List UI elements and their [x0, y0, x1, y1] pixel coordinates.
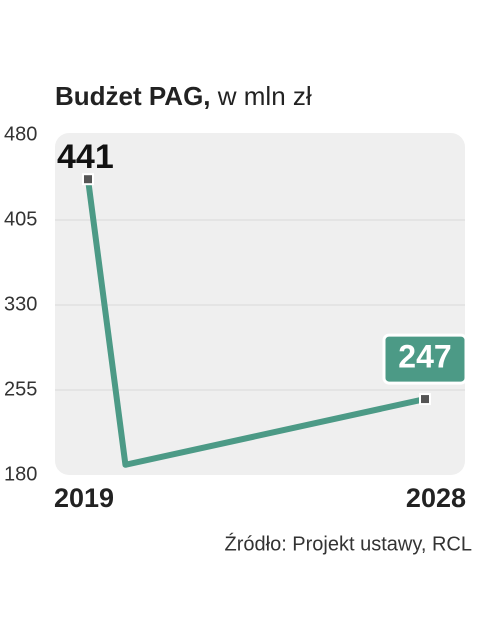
- y-tick-label: 330: [4, 293, 37, 315]
- y-tick-label: 480: [4, 123, 37, 145]
- point-marker: [82, 173, 94, 186]
- y-tick-label: 180: [4, 463, 37, 485]
- plot-area: [55, 133, 465, 475]
- subtitle: w mln zł: [217, 81, 312, 111]
- y-tick-label: 255: [4, 378, 37, 400]
- x-tick-label: 2028: [406, 483, 466, 513]
- chart-title: Budżet PAG, w mln zł: [55, 81, 312, 111]
- title: Budżet PAG,: [55, 81, 211, 111]
- source: Źródło: Projekt ustawy, RCL: [225, 532, 473, 555]
- point-marker: [419, 393, 431, 406]
- y-tick-label: 405: [4, 208, 37, 230]
- data-label: 441: [57, 138, 114, 176]
- data-label: 247: [398, 339, 451, 375]
- label-box: [382, 333, 468, 385]
- x-tick-label: 2019: [54, 483, 114, 513]
- line: [85, 178, 426, 468]
